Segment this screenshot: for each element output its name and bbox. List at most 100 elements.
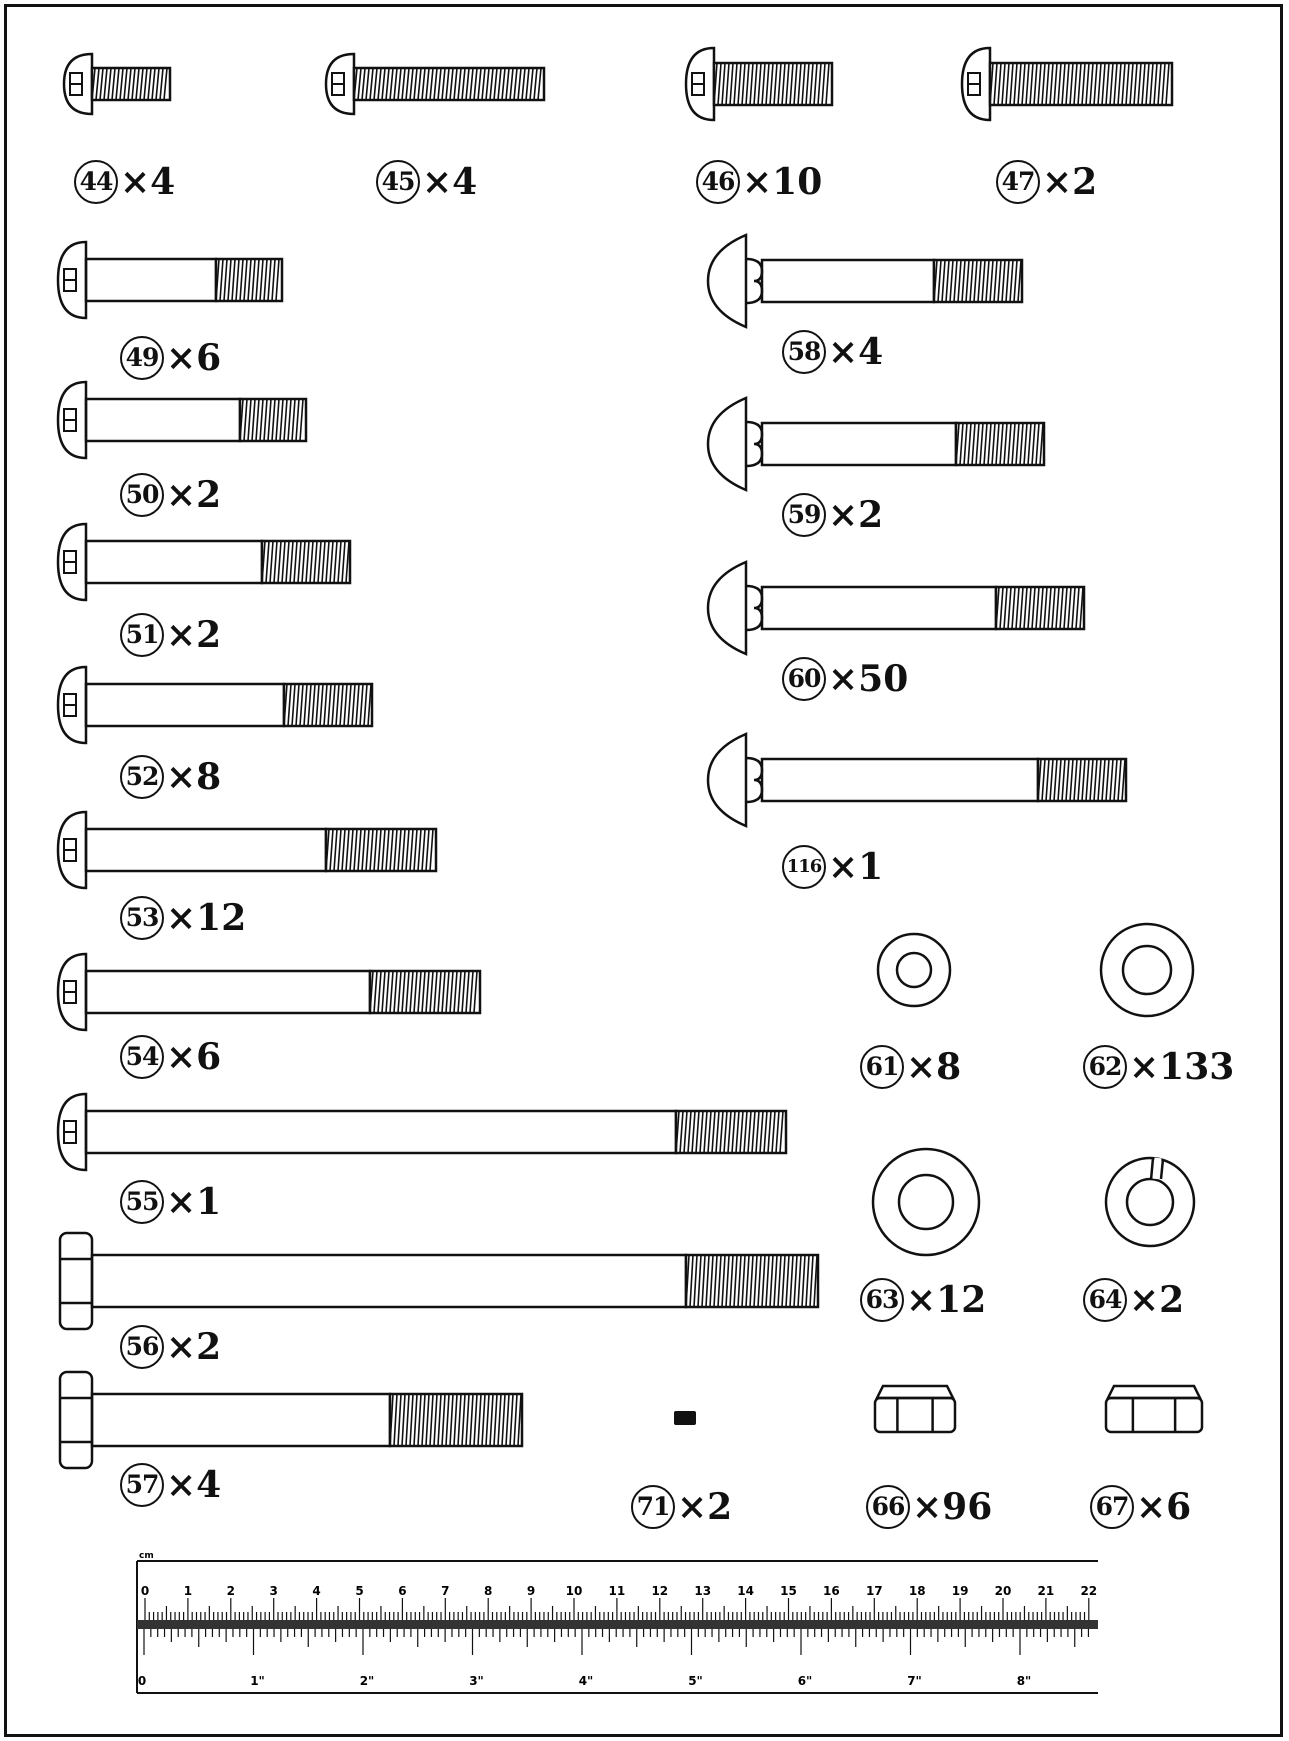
ruler-cm-label: 5 [355, 1584, 363, 1598]
part-label-71: 71 ×2 [631, 1485, 732, 1529]
ruler-inch-label: 2" [360, 1674, 375, 1688]
ruler-cm-label: 14 [737, 1584, 754, 1598]
part-number: 54 [120, 1035, 164, 1079]
ruler-cm-label: 10 [566, 1584, 583, 1598]
ruler-cm-label: 1 [184, 1584, 192, 1598]
ruler-cm-unit: cm [139, 1551, 154, 1561]
part-number: 67 [1090, 1485, 1134, 1529]
part-quantity: ×50 [828, 658, 909, 700]
ruler-cm-label: 17 [866, 1584, 883, 1598]
carriage-59-drawing [706, 396, 1046, 492]
part-number: 52 [120, 755, 164, 799]
ruler-cm-label: 12 [651, 1584, 668, 1598]
screw-47-drawing [960, 46, 1174, 122]
part-label-62: 62 ×133 [1083, 1045, 1234, 1089]
washer-61-drawing [876, 932, 952, 1008]
part-quantity: ×1 [166, 1181, 222, 1223]
part-label-58: 58 ×4 [782, 330, 883, 374]
part-number: 53 [120, 896, 164, 940]
part-label-57: 57 ×4 [120, 1463, 221, 1507]
part-number: 56 [120, 1325, 164, 1369]
bolt-49-drawing [56, 240, 284, 320]
part-quantity: ×12 [166, 897, 247, 939]
carriage-58-drawing [706, 233, 1024, 329]
part-number: 58 [782, 330, 826, 374]
ruler-cm-label: 19 [952, 1584, 969, 1598]
nut-67-drawing [1104, 1384, 1204, 1434]
part-quantity: ×2 [166, 614, 222, 656]
part-number: 44 [74, 160, 118, 204]
part-label-67: 67 ×6 [1090, 1485, 1191, 1529]
part-label-47: 47 ×2 [996, 160, 1097, 204]
part-label-60: 60 ×50 [782, 657, 908, 701]
carriage-60-drawing [706, 560, 1086, 656]
part-quantity: ×2 [1129, 1279, 1185, 1321]
ruler-cm-label: 11 [609, 1584, 626, 1598]
ruler-inch-label: 8" [1017, 1674, 1032, 1688]
part-number: 71 [631, 1485, 675, 1529]
bolt-57-drawing [58, 1370, 524, 1470]
part-number: 64 [1083, 1278, 1127, 1322]
part-quantity: ×96 [912, 1486, 993, 1528]
part-number: 62 [1083, 1045, 1127, 1089]
part-quantity: ×12 [906, 1279, 987, 1321]
bolt-56-drawing [58, 1231, 820, 1331]
part-number: 63 [860, 1278, 904, 1322]
part-quantity: ×8 [166, 756, 222, 798]
carriage-116-drawing [706, 732, 1128, 828]
part-number: 45 [376, 160, 420, 204]
part-quantity: ×133 [1129, 1046, 1235, 1088]
part-label-50: 50 ×2 [120, 473, 221, 517]
part-quantity: ×6 [1136, 1486, 1192, 1528]
part-number: 66 [866, 1485, 910, 1529]
ruler-inch-label: 5" [688, 1674, 703, 1688]
bolt-55-drawing [56, 1092, 788, 1172]
bolt-54-drawing [56, 952, 482, 1032]
ruler-cm-label: 22 [1080, 1584, 1097, 1598]
ruler-inch-label: 0 [138, 1674, 146, 1688]
ruler-cm-label: 13 [694, 1584, 711, 1598]
ruler-cm-label: 3 [270, 1584, 278, 1598]
part-number: 46 [696, 160, 740, 204]
bolt-52-drawing [56, 665, 374, 745]
ruler-cm-label: 6 [398, 1584, 406, 1598]
part-number: 116 [782, 845, 826, 889]
ruler: cm0 1 2 3 4 5 6 7 8 9 10 11 12 13 14 15 16 17 18 19 20 21 220 1… [136, 1551, 1098, 1694]
part-label-63: 63 ×12 [860, 1278, 986, 1322]
bolt-51-drawing [56, 522, 352, 602]
part-quantity: ×2 [166, 1326, 222, 1368]
bolt-50-drawing [56, 380, 308, 460]
ruler-cm-label: 9 [527, 1584, 535, 1598]
part-label-56: 56 ×2 [120, 1325, 221, 1369]
nut-66-drawing [873, 1384, 957, 1434]
diagram-frame [4, 4, 1283, 1737]
screw-44-drawing [62, 52, 172, 116]
part-number: 59 [782, 493, 826, 537]
part-number: 49 [120, 336, 164, 380]
ruler-cm-label: 0 [141, 1584, 149, 1598]
part-label-49: 49 ×6 [120, 336, 221, 380]
part-quantity: ×4 [828, 331, 884, 373]
screw-45-drawing [324, 52, 546, 116]
ruler-inch-label: 7" [907, 1674, 922, 1688]
washer-64-drawing [1104, 1156, 1196, 1248]
part-number: 60 [782, 657, 826, 701]
ruler-inch-label: 6" [798, 1674, 813, 1688]
part-quantity: ×1 [828, 846, 884, 888]
ruler-cm-label: 21 [1038, 1584, 1055, 1598]
part-number: 57 [120, 1463, 164, 1507]
part-number: 51 [120, 613, 164, 657]
part-quantity: ×6 [166, 337, 222, 379]
part-label-45: 45 ×4 [376, 160, 477, 204]
ruler-cm-label: 20 [995, 1584, 1012, 1598]
ruler-cm-label: 8 [484, 1584, 492, 1598]
part-71-drawing [674, 1411, 696, 1425]
ruler-cm-label: 18 [909, 1584, 926, 1598]
part-label-53: 53 ×12 [120, 896, 246, 940]
part-quantity: ×10 [742, 161, 823, 203]
ruler-cm-label: 7 [441, 1584, 449, 1598]
ruler-inch-label: 3" [469, 1674, 484, 1688]
part-quantity: ×8 [906, 1046, 962, 1088]
ruler-cm-label: 16 [823, 1584, 840, 1598]
